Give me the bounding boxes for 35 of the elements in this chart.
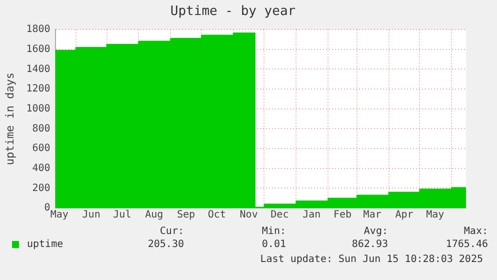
y-tick-label: 1400 [26,64,50,75]
x-tick-label: Aug [145,210,164,221]
x-tick-label: Nov [240,210,258,221]
text: Last update: Sun Jun 15 10:28:03 2025 [260,254,483,265]
x-tick-label: Jan [302,210,321,221]
text: Min: [260,226,286,237]
x-tick-label: Oct [208,210,226,221]
y-tick-label: 1600 [26,44,50,56]
text: Max: [462,226,488,237]
x-tick-label: Feb [333,210,352,221]
x-tick-label: Mar [363,210,382,221]
y-tick-label: 400 [32,162,50,174]
x-tick-label: Jul [113,210,132,221]
y-axis-title: uptime in days [3,72,16,166]
x-tick-label: Sep [176,210,196,221]
text: Avg: [362,226,388,237]
x-tick-label: May [50,210,68,221]
text: 0.01 [260,239,286,250]
y-tick-label: 600 [32,143,50,154]
text: Cur: [158,226,184,237]
y-tick-label: 800 [32,123,50,134]
x-tick-label: Jun [82,210,100,221]
y-tick-label: 1800 [26,24,50,36]
x-tick-label: May [426,210,444,221]
x-tick-label: Dec [270,210,289,221]
text: 862.93 [350,239,388,250]
y-tick-label: 200 [32,182,50,194]
text: 1765.46 [444,239,488,250]
y-tick-label: 0 [44,202,50,214]
legend-label: uptime [27,239,64,250]
chart-title: Uptime - by year [170,4,296,20]
y-tick-label: 1000 [26,103,50,114]
text: 205.30 [146,239,184,250]
x-tick-label: Apr [395,210,414,221]
y-tick-label: 1200 [26,84,50,95]
